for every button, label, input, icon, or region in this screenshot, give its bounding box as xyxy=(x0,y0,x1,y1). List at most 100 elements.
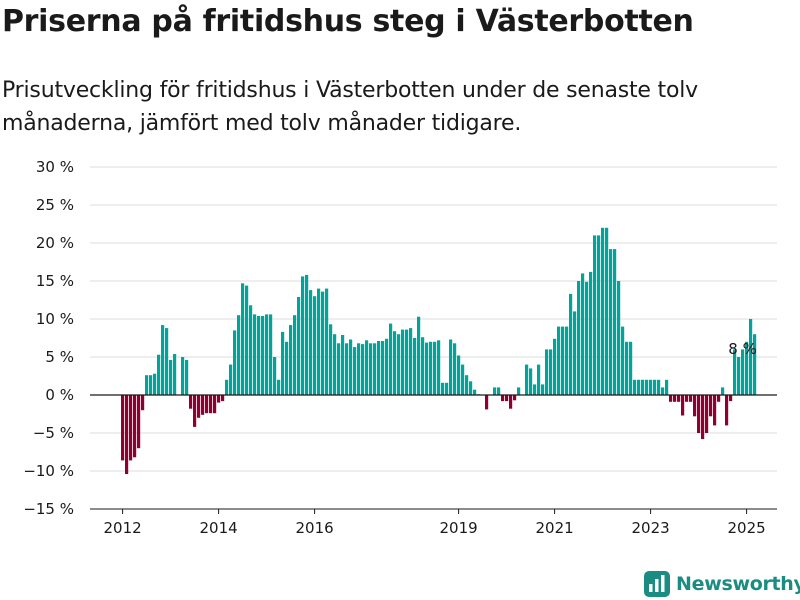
bar xyxy=(545,349,549,395)
bar xyxy=(581,273,585,395)
bar xyxy=(677,395,681,402)
bar xyxy=(393,331,397,395)
bars xyxy=(121,227,757,474)
bar xyxy=(161,325,165,395)
bar xyxy=(273,357,277,395)
bar xyxy=(313,296,317,395)
bar xyxy=(465,375,469,395)
bar xyxy=(145,375,149,395)
bar xyxy=(277,379,281,395)
bar xyxy=(737,357,741,395)
y-tick-label: 10 % xyxy=(36,310,74,328)
x-tick-label: 2014 xyxy=(200,519,238,537)
bar xyxy=(373,343,377,395)
y-tick-label: 5 % xyxy=(45,348,74,366)
bar xyxy=(173,354,177,395)
bar xyxy=(685,395,689,402)
bar xyxy=(657,379,661,395)
bar xyxy=(317,288,321,395)
bar xyxy=(269,314,273,395)
bar xyxy=(289,325,293,395)
bar xyxy=(533,384,537,395)
y-tick-label: 25 % xyxy=(36,196,74,214)
bar xyxy=(213,395,217,414)
bar xyxy=(693,395,697,417)
bar xyxy=(661,387,665,395)
bar xyxy=(613,249,617,395)
chart-title: Priserna på fritidshus steg i Västerbott… xyxy=(2,4,694,39)
bar xyxy=(241,283,245,395)
bar xyxy=(525,364,529,395)
bar xyxy=(429,341,433,395)
bar xyxy=(281,331,285,395)
bar xyxy=(181,357,185,395)
bar xyxy=(717,395,721,402)
y-tick-label: 0 % xyxy=(45,386,74,404)
x-tick-label: 2023 xyxy=(632,519,670,537)
bar xyxy=(597,235,601,395)
bar xyxy=(701,395,705,440)
axes: −15 % −10 % −5 % 0 % 5 % 10 % 15 % 20 % 25 % 30 %… xyxy=(23,158,777,537)
bar xyxy=(293,315,297,395)
bar xyxy=(609,249,613,395)
bar xyxy=(741,349,745,395)
bar xyxy=(301,276,305,395)
bar xyxy=(349,339,353,395)
bar xyxy=(733,349,737,395)
bar xyxy=(321,291,325,395)
bar xyxy=(309,290,313,395)
bar xyxy=(449,339,453,395)
bar xyxy=(565,326,569,395)
bar xyxy=(669,395,673,402)
bar xyxy=(469,381,473,395)
bar xyxy=(197,395,201,418)
bar xyxy=(537,364,541,395)
bar xyxy=(397,334,401,395)
bar xyxy=(337,343,341,395)
bar xyxy=(445,382,449,395)
bar xyxy=(357,343,361,395)
bar xyxy=(245,285,249,395)
bar xyxy=(721,387,725,395)
bar xyxy=(625,341,629,395)
y-tick-label: 20 % xyxy=(36,234,74,252)
bar xyxy=(365,340,369,395)
bar xyxy=(341,335,345,395)
bar xyxy=(417,316,421,395)
bar xyxy=(153,373,157,395)
bar xyxy=(473,389,477,395)
bar xyxy=(421,337,425,395)
bar xyxy=(189,395,193,409)
bar xyxy=(505,395,509,402)
bar xyxy=(633,379,637,395)
bar xyxy=(709,395,713,417)
bar xyxy=(601,227,605,395)
bar xyxy=(361,344,365,395)
gridlines xyxy=(90,166,777,510)
bar xyxy=(285,341,289,395)
bar xyxy=(553,338,557,395)
bar xyxy=(681,395,685,416)
bar xyxy=(621,326,625,395)
bar xyxy=(345,343,349,395)
bar xyxy=(461,364,465,395)
bar xyxy=(165,328,169,395)
bar xyxy=(641,379,645,395)
bar xyxy=(221,395,225,402)
bar xyxy=(265,314,269,395)
chart-subtitle: Prisutveckling för fritidshus i Västerbo… xyxy=(2,78,698,136)
bar xyxy=(233,330,237,395)
bar xyxy=(501,395,505,402)
bar xyxy=(649,379,653,395)
bar xyxy=(589,271,593,395)
bar xyxy=(325,288,329,395)
bar xyxy=(593,235,597,395)
bar xyxy=(425,342,429,395)
bar xyxy=(697,395,701,433)
bar xyxy=(713,395,717,426)
bar xyxy=(377,341,381,395)
bar xyxy=(509,395,513,409)
bar xyxy=(193,395,197,427)
newsworthy-logo: Newsworthy xyxy=(644,570,800,598)
bar xyxy=(253,314,257,395)
